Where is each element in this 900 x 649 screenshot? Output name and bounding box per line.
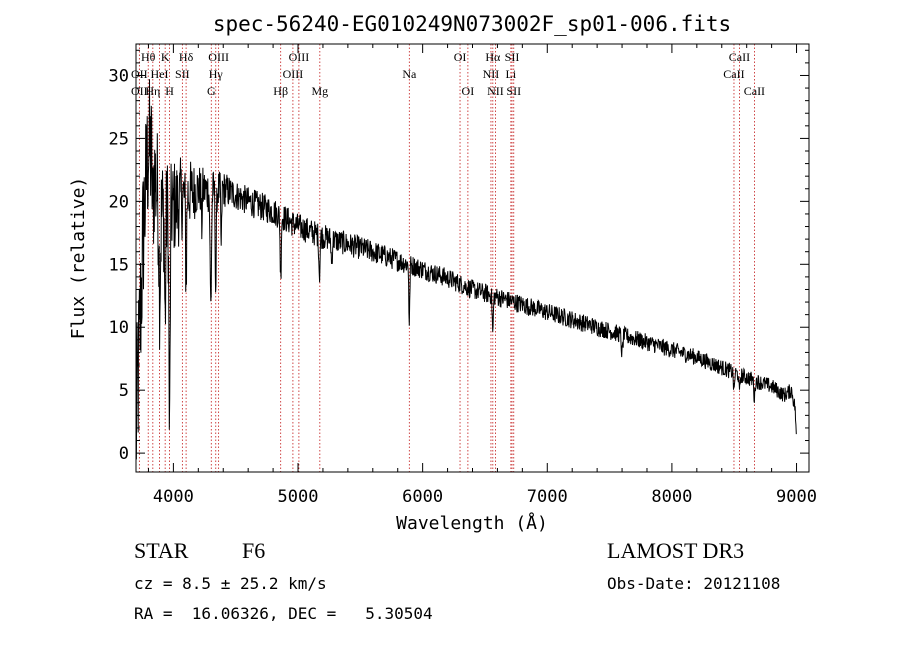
y-tick-label: 10: [109, 318, 129, 338]
line-marker-label: OI: [462, 84, 475, 98]
line-marker-label: SII: [506, 84, 521, 98]
x-axis: 4000 5000 6000 7000 8000 9000: [147, 44, 817, 507]
line-marker-label: Hη: [145, 84, 160, 98]
line-marker-label: Hβ: [273, 84, 288, 98]
line-marker-label: Hθ: [141, 50, 156, 64]
line-marker-label: SII: [505, 50, 520, 64]
object-class: STAR: [134, 538, 189, 563]
spectrum-line: [135, 79, 797, 460]
line-marker-label: Na: [402, 67, 417, 81]
y-tick-label: 5: [119, 381, 129, 401]
line-marker-label: Li: [506, 67, 517, 81]
survey-name: LAMOST DR3: [607, 538, 745, 563]
line-marker-label: CaII: [723, 67, 744, 81]
x-tick-label: 5000: [278, 487, 319, 507]
x-tick-label: 6000: [402, 487, 443, 507]
line-marker-label: NII: [487, 84, 504, 98]
chart-title: spec-56240-EG010249N073002F_sp01-006.fit…: [213, 12, 731, 36]
line-marker-label: CaII: [744, 84, 765, 98]
coordinates: RA = 16.06326, DEC = 5.30504: [134, 604, 433, 623]
redshift-velocity: cz = 8.5 ± 25.2 km/s: [134, 574, 327, 593]
y-tick-label: 25: [109, 129, 129, 149]
line-marker-label: OIII: [208, 50, 229, 64]
plot-frame: [135, 43, 810, 473]
line-marker-label: Hδ: [179, 50, 194, 64]
line-marker-label: Hγ: [209, 67, 224, 81]
line-markers: [138, 44, 755, 472]
line-marker-label: OII: [131, 84, 148, 98]
x-axis-label: Wavelength (Å): [396, 512, 548, 534]
y-axis: 0 5 10 15 20 25 30: [109, 49, 809, 464]
y-tick-label: 0: [119, 444, 129, 464]
line-marker-label: CaII: [729, 50, 750, 64]
object-subclass: F6: [242, 538, 266, 563]
x-tick-label: 7000: [527, 487, 568, 507]
line-marker-label: G: [207, 84, 216, 98]
line-marker-label: Hα: [485, 50, 501, 64]
line-marker-label: OII: [131, 67, 148, 81]
x-tick-label: 4000: [153, 487, 194, 507]
line-marker-label: H: [165, 84, 174, 98]
line-marker-label: OIII: [283, 67, 304, 81]
y-tick-label: 15: [109, 255, 129, 275]
line-marker-label: OI: [454, 50, 467, 64]
line-marker-label: Mg: [311, 84, 328, 98]
x-tick-label: 9000: [776, 487, 817, 507]
line-marker-label: NII: [483, 67, 500, 81]
line-marker-label: HeI: [151, 67, 169, 81]
line-marker-label: OIII: [289, 50, 310, 64]
x-tick-label: 8000: [651, 487, 692, 507]
line-marker-label: SII: [175, 67, 190, 81]
y-tick-label: 30: [109, 66, 129, 86]
y-axis-label: Flux (relative): [68, 177, 89, 340]
line-marker-label: K: [161, 50, 170, 64]
y-tick-label: 20: [109, 192, 129, 212]
observation-date: Obs-Date: 20121108: [607, 574, 781, 593]
